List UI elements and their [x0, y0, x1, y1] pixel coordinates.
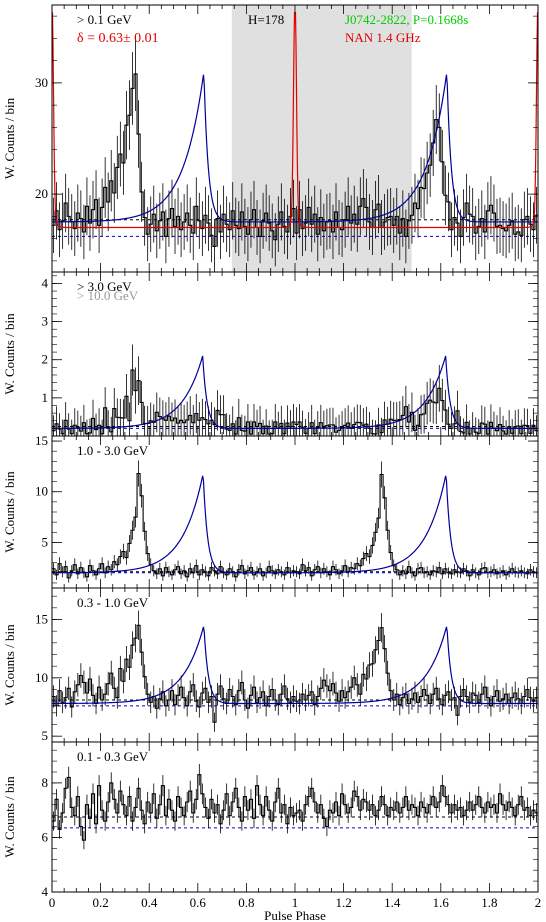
x-tick-label: 0.4 — [141, 895, 158, 910]
y-tick-label: 10 — [35, 484, 48, 499]
pulsar-name-label: J0742-2822, P=0.1668s — [345, 12, 468, 27]
x-axis-title: Pulse Phase — [264, 908, 326, 922]
panel-1: 20 30 W. Counts / bin > 0.1 GeV δ = 0.63± 0.… — [2, 4, 539, 273]
energy-range-label: 1.0 - 3.0 GeV — [77, 443, 149, 458]
y-axis-title: W. Counts / bin — [2, 471, 17, 553]
histogram-line — [52, 624, 538, 723]
panel-2: 1 2 3 4 W. Counts / bin > 3.0 GeV> 10.0 GeV — [2, 271, 539, 437]
plot-area — [52, 610, 538, 732]
y-tick-label: 5 — [42, 728, 49, 743]
y-tick-label: 20 — [35, 186, 48, 201]
x-tick-label: 1.8 — [481, 895, 497, 910]
energy-range-label: 0.3 - 1.0 GeV — [77, 595, 149, 610]
plot-area — [52, 5, 538, 272]
energy-range-label-2: > 10.0 GeV — [77, 288, 139, 303]
y-tick-label: 4 — [42, 884, 49, 899]
energy-range-label: > 0.1 GeV — [77, 12, 132, 27]
plot-area — [52, 460, 538, 583]
radio-telescope-label: NAN 1.4 GHz — [345, 30, 421, 45]
x-tick-label: 1.4 — [384, 895, 401, 910]
energy-range-label: > 3.0 GeV — [77, 279, 132, 294]
y-tick-label: 3 — [42, 314, 49, 329]
panel-5: 4 6 8 W. Counts / bin 0.1 - 0.3 GeV 0 0.2 0.4 0.… — [2, 741, 542, 922]
x-tick-label: 1.6 — [433, 895, 450, 910]
y-tick-label: 15 — [35, 612, 48, 627]
x-tick-label: 0.2 — [92, 895, 108, 910]
phase-lag-label: δ = 0.63± 0.01 — [77, 31, 159, 46]
y-axis-title: W. Counts / bin — [2, 624, 17, 706]
y-tick-label: 15 — [35, 433, 48, 448]
y-tick-label: 5 — [42, 534, 49, 549]
y-tick-label: 10 — [35, 670, 48, 685]
x-tick-label: 0 — [49, 895, 56, 910]
y-tick-label: 30 — [35, 75, 48, 90]
x-tick-label: 0.8 — [238, 895, 254, 910]
y-axis-title: W. Counts / bin — [2, 313, 17, 395]
y-axis-title: W. Counts / bin — [2, 776, 17, 858]
x-tick-label: 2 — [535, 895, 542, 910]
panel-4: 5 10 15 W. Counts / bin 0.3 - 1.0 GeV — [2, 587, 539, 743]
x-tick-label: 0.6 — [190, 895, 207, 910]
fit-curve — [52, 74, 538, 223]
histogram-line — [52, 73, 538, 247]
x-tick-label: 1 — [292, 895, 299, 910]
energy-range-label: 0.1 - 0.3 GeV — [77, 749, 149, 764]
y-tick-label: 2 — [42, 352, 49, 367]
fit-curve — [52, 475, 538, 574]
plot-area — [52, 763, 538, 850]
y-tick-label: 6 — [42, 829, 49, 844]
histogram-line — [52, 774, 538, 841]
y-tick-label: 8 — [42, 775, 49, 790]
histogram-line — [52, 472, 538, 579]
y-tick-label: 1 — [42, 390, 49, 405]
htest-label: H=178 — [248, 12, 284, 27]
fit-curve — [52, 626, 538, 705]
x-tick-label: 1.2 — [335, 895, 351, 910]
y-axis-title: W. Counts / bin — [2, 97, 17, 179]
y-tick-label: 4 — [42, 275, 49, 290]
